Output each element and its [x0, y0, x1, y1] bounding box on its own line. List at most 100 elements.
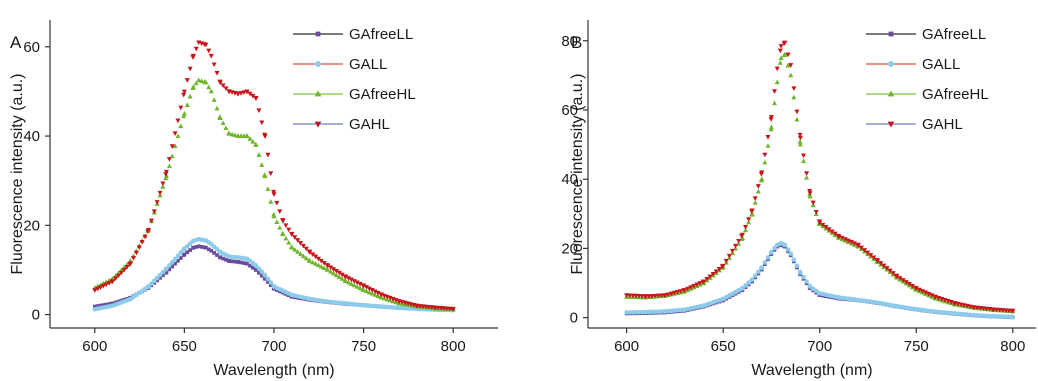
data-point — [919, 289, 925, 294]
data-point — [798, 270, 803, 275]
data-point — [765, 143, 771, 148]
data-point — [855, 243, 861, 248]
data-point — [762, 152, 768, 158]
data-point — [800, 158, 807, 164]
data-point — [372, 289, 378, 295]
data-point — [736, 238, 742, 244]
data-point — [791, 94, 797, 100]
x-tick-label: 650 — [711, 338, 736, 355]
data-point — [339, 276, 345, 281]
y-tick-label: 20 — [23, 217, 40, 234]
data-point — [321, 260, 327, 266]
data-point — [804, 171, 810, 176]
data-point — [196, 244, 201, 249]
data-point — [778, 44, 784, 49]
data-point — [92, 304, 97, 309]
data-point — [871, 255, 877, 261]
x-tick-label: 600 — [82, 338, 107, 355]
data-point — [268, 280, 274, 285]
data-point — [1010, 308, 1016, 314]
data-point — [181, 110, 187, 116]
data-point — [887, 268, 893, 274]
data-point — [743, 224, 749, 230]
data-point — [128, 261, 134, 267]
data-point — [752, 273, 758, 278]
data-point — [268, 199, 274, 204]
legend-marker — [314, 90, 322, 97]
data-point — [762, 159, 768, 165]
legend-marker — [888, 61, 894, 67]
legend-label: GAfreeLL — [349, 26, 413, 43]
panel-b: 600 650 700 750 800 0 20 40 60 80 Wavelength (nm) F… — [561, 20, 1036, 379]
data-point — [363, 288, 369, 294]
data-point — [785, 52, 791, 58]
data-point — [175, 253, 181, 259]
data-point — [688, 285, 694, 290]
data-point — [220, 120, 226, 126]
legend-label: GAfreeHL — [349, 86, 416, 103]
data-point — [158, 275, 162, 280]
data-point — [836, 234, 842, 240]
data-point — [154, 275, 160, 281]
data-point — [178, 256, 183, 260]
data-point — [829, 229, 835, 235]
data-point — [178, 123, 184, 129]
data-point — [740, 285, 745, 291]
data-point — [208, 88, 214, 94]
data-point — [366, 289, 372, 295]
data-point — [283, 235, 289, 241]
data-point — [214, 71, 220, 76]
y-axis-label: Fluorescence intensity (a.u.) — [569, 74, 586, 275]
data-point — [743, 283, 748, 288]
data-point — [100, 283, 106, 289]
data-point — [807, 193, 813, 199]
legend-marker — [887, 90, 895, 97]
data-point — [253, 142, 259, 147]
data-point — [759, 176, 765, 182]
data-point — [181, 89, 187, 95]
series-gahl — [92, 40, 456, 312]
data-point — [752, 196, 758, 201]
data-point — [266, 280, 270, 284]
legend-label: GAHL — [349, 116, 390, 133]
legend-marker — [315, 61, 321, 67]
panel-label: A — [10, 33, 22, 52]
data-point — [315, 262, 321, 268]
data-point — [178, 250, 184, 255]
data-point — [280, 231, 286, 237]
data-point — [820, 222, 826, 228]
data-point — [286, 240, 292, 245]
data-point — [913, 286, 919, 291]
data-point — [206, 48, 212, 54]
data-point — [223, 125, 229, 131]
data-point — [265, 276, 271, 282]
data-point — [248, 263, 252, 268]
data-point — [369, 288, 375, 293]
data-point — [286, 227, 292, 233]
legend-marker — [315, 31, 321, 37]
data-point — [772, 100, 778, 106]
data-point — [746, 280, 751, 285]
data-point — [807, 191, 813, 196]
data-point — [875, 258, 881, 264]
data-point — [277, 225, 283, 230]
data-point — [357, 281, 363, 287]
data-point — [923, 290, 929, 296]
data-point — [655, 293, 661, 299]
data-point — [259, 269, 265, 275]
data-point — [804, 279, 809, 284]
data-point — [283, 223, 289, 228]
data-point — [662, 293, 668, 298]
data-point — [229, 131, 235, 137]
data-point — [121, 267, 127, 273]
data-point — [245, 261, 249, 266]
data-point — [858, 245, 864, 251]
data-point — [330, 267, 337, 272]
data-point — [263, 277, 267, 281]
data-point — [839, 235, 845, 241]
data-point — [697, 281, 703, 286]
data-point — [217, 115, 223, 121]
data-point — [318, 263, 324, 269]
data-point — [262, 273, 268, 278]
data-point — [1010, 314, 1016, 320]
